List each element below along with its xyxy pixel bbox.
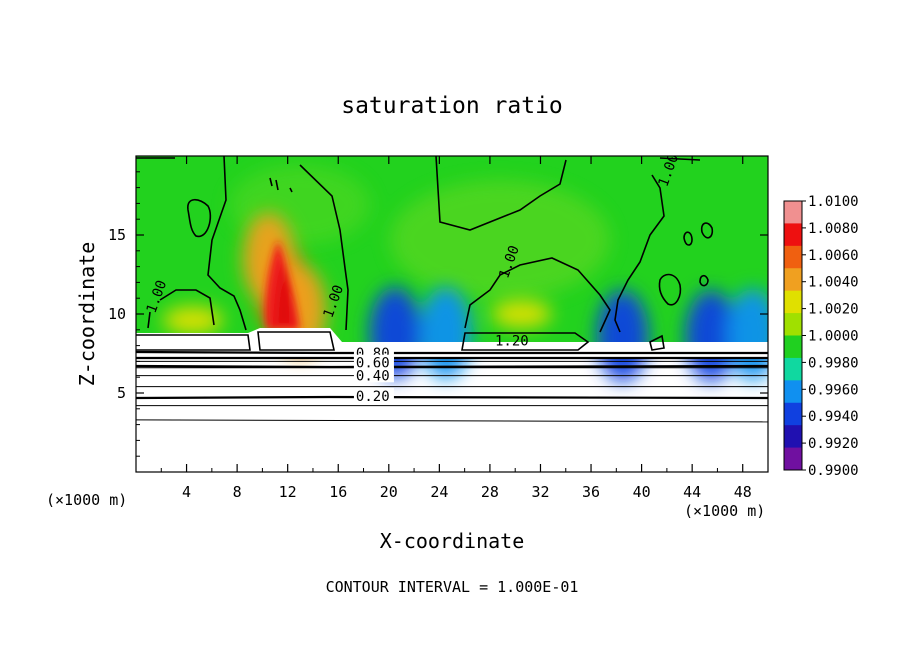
- field-hotspot: [596, 290, 649, 383]
- x-tick-label: 40: [633, 483, 651, 501]
- colorbar-tick-label: 1.0000: [808, 329, 859, 345]
- colorbar-segment: [784, 290, 802, 314]
- x-tick-label: 32: [531, 483, 549, 501]
- colorbar-segment: [784, 245, 802, 269]
- x-tick-label: 20: [380, 483, 398, 501]
- x-tick-label: 16: [329, 483, 347, 501]
- y-tick-label: 15: [108, 226, 126, 244]
- colorbar-segment: [784, 402, 802, 426]
- x-tick-label: 48: [734, 483, 752, 501]
- colorbar-tick-label: 0.9940: [808, 409, 859, 425]
- rising-plume: [264, 240, 300, 330]
- field-hotspot: [419, 286, 472, 379]
- colorbar-segment: [784, 447, 802, 471]
- colorbar-tick-label: 0.9900: [808, 463, 859, 479]
- x-tick-label: 8: [233, 483, 242, 501]
- x-tick-label: 36: [582, 483, 600, 501]
- field-hotspot: [685, 290, 738, 383]
- x-unit-left: (×1000 m): [46, 491, 127, 509]
- colorbar-segment: [784, 425, 802, 449]
- contour-label: 1.20: [495, 334, 529, 350]
- x-tick-label: 28: [481, 483, 499, 501]
- x-unit-right: (×1000 m): [684, 502, 765, 520]
- x-tick-label: 4: [182, 483, 191, 501]
- contour-label: 0.20: [356, 389, 390, 405]
- colorbar-segment: [784, 357, 802, 381]
- colorbar-segment: [784, 223, 802, 247]
- colorbar-tick-label: 1.0020: [808, 302, 859, 318]
- y-tick-label: 5: [117, 384, 126, 402]
- colorbar-segment: [784, 201, 802, 224]
- colorbar-tick-label: 1.0100: [808, 194, 859, 210]
- y-axis-label: Z-coordinate: [75, 242, 99, 387]
- saturation-contour-lines: [136, 156, 714, 351]
- colorbar-segment: [784, 380, 802, 404]
- colorbar-tick-label: 1.0060: [808, 248, 859, 264]
- colorbar-tick-label: 0.9960: [808, 382, 859, 398]
- contour-interval-note: CONTOUR INTERVAL = 1.000E-01: [326, 578, 579, 596]
- x-tick-label: 44: [683, 483, 701, 501]
- colorbar-segment: [784, 335, 802, 359]
- colorbar-tick-label: 1.0040: [808, 275, 859, 291]
- x-tick-label: 24: [430, 483, 448, 501]
- contour-label-bg: [353, 367, 394, 383]
- field-hotspot: [162, 306, 223, 335]
- colorbar: 1.0100 1.0080 1.0060 1.0040 1.0020 1.0000 0.99…: [783, 194, 859, 479]
- colorbar-tick-label: 0.9920: [808, 436, 859, 452]
- x-tick-label: 12: [279, 483, 297, 501]
- lower-main-contours: [136, 350, 768, 400]
- chart-title: saturation ratio: [341, 93, 563, 119]
- colorbar-tick-label: 1.0080: [808, 221, 859, 237]
- contour-label-bg: [353, 354, 394, 370]
- contour-label-bg: [353, 387, 394, 403]
- y-tick-label: 10: [108, 305, 126, 323]
- colorbar-tick-label: 0.9980: [808, 355, 859, 371]
- colorbar-segment: [784, 268, 802, 292]
- contour-line: [136, 419, 768, 423]
- x-axis-label: X-coordinate: [380, 529, 525, 553]
- field-hotspot: [491, 300, 552, 328]
- contour-label: 0.40: [356, 368, 390, 384]
- plot-area: 1.00 1.001.001.001.200.800.600.400.20: [136, 156, 768, 472]
- colorbar-segment: [784, 313, 802, 336]
